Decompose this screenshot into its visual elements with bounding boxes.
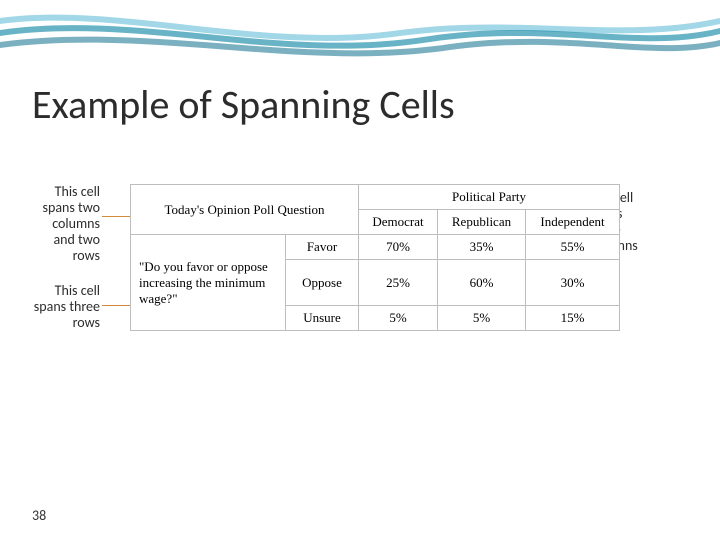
connector-line-1 [102, 216, 132, 217]
table-cell: 5% [359, 306, 438, 331]
spanning-cells-table: Today's Opinion Poll QuestionPolitical P… [130, 184, 620, 331]
wave-path-3 [0, 37, 720, 57]
wave-decoration [0, 0, 720, 80]
slide-number: 38 [32, 507, 46, 524]
wave-path-2 [0, 25, 720, 49]
table-cell: Republican [438, 210, 526, 235]
annotation-spans-three-rows: This cellspans threerows [20, 283, 100, 331]
table-cell: 30% [526, 260, 620, 306]
connector-line-2 [102, 305, 132, 306]
table-cell: 60% [438, 260, 526, 306]
table-cell: 15% [526, 306, 620, 331]
table-cell: 70% [359, 235, 438, 260]
wave-path-1 [0, 15, 720, 41]
table-cell: 55% [526, 235, 620, 260]
table-cell: Favor [286, 235, 359, 260]
table-cell: Today's Opinion Poll Question [131, 185, 359, 235]
table-cell: Democrat [359, 210, 438, 235]
table-cell: Oppose [286, 260, 359, 306]
table-cell: Unsure [286, 306, 359, 331]
table-cell: 25% [359, 260, 438, 306]
table-cell: Independent [526, 210, 620, 235]
table-cell: "Do you favor or oppose increasing the m… [131, 235, 286, 331]
page-title: Example of Spanning Cells [32, 80, 455, 129]
table-cell: 35% [438, 235, 526, 260]
table-cell: Political Party [359, 185, 620, 210]
annotation-spans-two-cols-two-rows: This cellspans twocolumnsand tworows [20, 184, 100, 264]
table-cell: 5% [438, 306, 526, 331]
